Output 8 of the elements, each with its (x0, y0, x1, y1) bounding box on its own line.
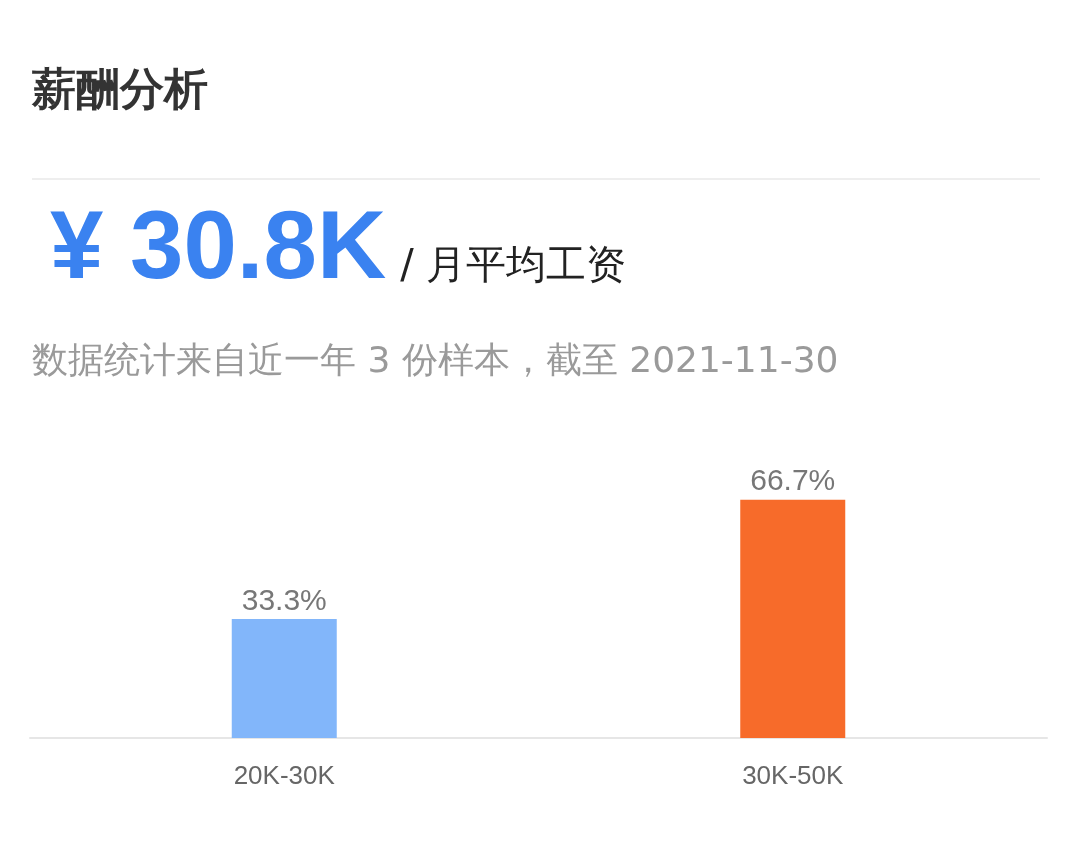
chart-subtitle: 数据统计来自近一年 3 份样本，截至 2021-11-30 (32, 338, 839, 382)
data-label: 33.3% (241, 582, 327, 616)
text: / 月平均工资 (400, 241, 627, 287)
x-tick-label: 30K-50K (742, 760, 844, 790)
text: ¥ 30.8K (50, 191, 387, 298)
data-label: 66.7% (750, 463, 836, 497)
x-tick-label: 20K-30K (233, 760, 336, 790)
chart-title: 薪酬分析 (32, 62, 208, 116)
